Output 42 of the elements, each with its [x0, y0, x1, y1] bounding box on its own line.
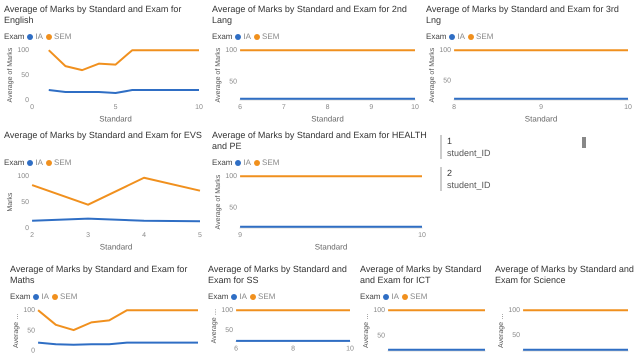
legend-label: IA	[243, 32, 252, 41]
text: 2	[447, 167, 454, 179]
text: student_ID	[447, 179, 492, 191]
legend-label: SEM	[476, 32, 494, 41]
x-axis-title: Standard	[99, 114, 132, 124]
legend-title: Exam	[212, 32, 232, 41]
chart-title: Average of Marks by Standard and Exam for Science	[495, 263, 634, 287]
chart-title: Average of Marks by Standard and Exam for Maths	[10, 263, 188, 287]
chart-title: Average of Marks by Standard and Exam for SS	[208, 263, 348, 287]
legend-label: IA	[239, 292, 248, 301]
legend-label: IA	[243, 158, 252, 167]
chart-title: Average of Marks by Standard and Exam for EVS	[4, 129, 203, 142]
legend-label: SEM	[60, 292, 78, 301]
legend-title: Exam	[360, 292, 380, 301]
legend-label: SEM	[262, 32, 280, 41]
legend-label: IA	[457, 32, 466, 41]
x-axis-title: Standard	[524, 114, 558, 124]
legend-label: IA	[41, 292, 50, 301]
chart-title: Average of Marks by Standard and Exam for 3rd Lng	[426, 3, 620, 27]
legend-label: IA	[391, 292, 400, 301]
legend-title: Exam	[426, 32, 446, 41]
legend-title: Exam	[208, 292, 228, 301]
legend-label: SEM	[410, 292, 428, 301]
legend-label: SEM	[54, 158, 72, 167]
chart-title: Average of Marks by Standard and Exam for ICT	[360, 263, 482, 287]
legend-title: Exam	[4, 158, 24, 167]
legend-title: Exam	[212, 158, 232, 167]
x-axis-title: Standard	[314, 242, 348, 252]
legend-label: IA	[35, 32, 44, 41]
chart-title: Average of Marks by Standard and Exam for 2nd Lang	[212, 3, 408, 27]
x-axis-title: Standard	[100, 242, 132, 252]
text: 1	[447, 135, 454, 147]
x-axis-title: Standard	[311, 114, 344, 124]
legend-title: Exam	[4, 32, 24, 41]
legend-title: Exam	[10, 292, 30, 301]
legend-label: IA	[35, 158, 44, 167]
legend-label: SEM	[258, 292, 276, 301]
legend-label: SEM	[54, 32, 72, 41]
chart-title: Average of Marks by Standard and Exam for HEALTH and PE	[212, 129, 428, 153]
text: student_ID	[447, 147, 492, 159]
legend-label: SEM	[262, 158, 280, 167]
chart-title: Average of Marks by Standard and Exam for English	[4, 3, 182, 27]
